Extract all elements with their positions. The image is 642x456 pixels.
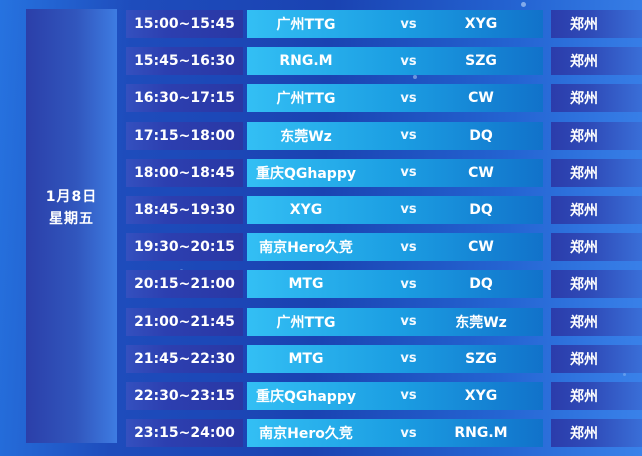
team1-name: RNG.M xyxy=(279,53,333,70)
vs-label: vs xyxy=(400,314,417,329)
location-cell: 郑州 xyxy=(551,233,642,262)
time-slot-cell: 17:15~18:00 xyxy=(126,121,243,150)
particle-dot xyxy=(623,373,626,376)
team2-name: XYG xyxy=(464,16,498,32)
team2-name: DQ xyxy=(469,276,493,293)
team2-name: SZG xyxy=(465,53,497,70)
team1-name: 南京Hero久竞 xyxy=(259,426,353,443)
vs-label: vs xyxy=(400,388,417,404)
team1-name: 广州TTG xyxy=(276,314,336,331)
match-cell: 重庆QGhappy vs XYG xyxy=(247,381,543,410)
team2-name: DQ xyxy=(469,201,493,218)
time-slot-cell: 18:00~18:45 xyxy=(126,158,243,187)
schedule-row: 21:00~21:45 广州TTG vs 东莞Wz 郑州 xyxy=(126,307,642,336)
location-cell: 郑州 xyxy=(551,344,642,373)
location-cell: 郑州 xyxy=(551,270,642,299)
vs-label: vs xyxy=(400,53,417,69)
date-column: 1月8日 星期五 xyxy=(26,9,117,443)
match-cell: 东莞Wz vs DQ xyxy=(247,121,543,150)
date-label: 1月8日 xyxy=(45,189,98,205)
match-cell: 重庆QGhappy vs CW xyxy=(247,158,543,187)
time-slot-cell: 21:45~22:30 xyxy=(126,344,243,373)
match-cell: XYG vs DQ xyxy=(247,195,543,224)
team2-name: CW xyxy=(468,90,494,107)
schedule-table: 15:00~15:45 广州TTG vs XYG 郑州 15:45~16:30 … xyxy=(126,10,642,448)
location-cell: 郑州 xyxy=(551,307,642,336)
team2-name: 东莞Wz xyxy=(455,314,507,331)
location-cell: 郑州 xyxy=(551,47,642,76)
schedule-row: 15:00~15:45 广州TTG vs XYG 郑州 xyxy=(126,10,642,38)
schedule-row: 15:45~16:30 RNG.M vs SZG 郑州 xyxy=(126,47,642,76)
team1-name: XYG xyxy=(289,201,323,218)
match-cell: MTG vs DQ xyxy=(247,270,543,299)
vs-label: vs xyxy=(400,276,417,292)
team1-name: MTG xyxy=(288,350,324,367)
team1-name: 重庆QGhappy xyxy=(256,388,356,405)
date-panel: 1月8日 星期五 xyxy=(46,186,97,230)
match-cell: 广州TTG vs XYG xyxy=(247,10,543,38)
location-cell: 郑州 xyxy=(551,419,642,448)
schedule-row: 17:15~18:00 东莞Wz vs DQ 郑州 xyxy=(126,121,642,150)
schedule-row: 22:30~23:15 重庆QGhappy vs XYG 郑州 xyxy=(126,381,642,410)
time-slot-cell: 20:15~21:00 xyxy=(126,270,243,299)
schedule-row: 21:45~22:30 MTG vs SZG 郑州 xyxy=(126,344,642,373)
vs-label: vs xyxy=(400,239,417,255)
team2-name: SZG xyxy=(465,350,497,367)
match-cell: RNG.M vs SZG xyxy=(247,47,543,76)
schedule-row: 18:45~19:30 XYG vs DQ 郑州 xyxy=(126,195,642,224)
time-slot-cell: 23:15~24:00 xyxy=(126,419,243,448)
match-cell: MTG vs SZG xyxy=(247,344,543,373)
time-slot-cell: 15:45~16:30 xyxy=(126,47,243,76)
location-cell: 郑州 xyxy=(551,121,642,150)
team2-name: CW xyxy=(468,164,494,181)
location-cell: 郑州 xyxy=(551,195,642,224)
team1-name: 广州TTG xyxy=(276,17,336,33)
match-cell: 南京Hero久竞 vs CW xyxy=(247,233,543,262)
time-slot-cell: 18:45~19:30 xyxy=(126,195,243,224)
time-slot-cell: 16:30~17:15 xyxy=(126,84,243,113)
team2-name: CW xyxy=(468,239,494,256)
vs-label: vs xyxy=(400,165,417,181)
vs-label: vs xyxy=(400,16,417,32)
time-slot-cell: 21:00~21:45 xyxy=(126,307,243,336)
time-slot-cell: 19:30~20:15 xyxy=(126,233,243,262)
schedule-row: 23:15~24:00 南京Hero久竞 vs RNG.M 郑州 xyxy=(126,419,642,448)
location-cell: 郑州 xyxy=(551,84,642,113)
vs-label: vs xyxy=(400,202,417,218)
particle-dot xyxy=(413,75,417,79)
team1-name: 东莞Wz xyxy=(280,128,332,145)
team2-name: DQ xyxy=(469,127,493,144)
team2-name: XYG xyxy=(464,387,498,404)
vs-label: vs xyxy=(400,90,417,106)
vs-label: vs xyxy=(400,128,417,144)
team1-name: 广州TTG xyxy=(276,91,336,108)
vs-label: vs xyxy=(400,351,417,367)
weekday-label: 星期五 xyxy=(48,211,94,227)
match-cell: 广州TTG vs 东莞Wz xyxy=(247,307,543,336)
vs-label: vs xyxy=(400,425,417,441)
team1-name: MTG xyxy=(288,276,324,293)
time-slot-cell: 22:30~23:15 xyxy=(126,381,243,410)
schedule-row: 18:00~18:45 重庆QGhappy vs CW 郑州 xyxy=(126,158,642,187)
schedule-row: 20:15~21:00 MTG vs DQ 郑州 xyxy=(126,270,642,299)
schedule-row: 16:30~17:15 广州TTG vs CW 郑州 xyxy=(126,84,642,113)
particle-dot xyxy=(521,2,526,7)
location-cell: 郑州 xyxy=(551,158,642,187)
team1-name: 南京Hero久竞 xyxy=(259,240,353,257)
team1-name: 重庆QGhappy xyxy=(256,165,356,182)
location-cell: 郑州 xyxy=(551,10,642,38)
team2-name: RNG.M xyxy=(454,425,508,442)
match-cell: 广州TTG vs CW xyxy=(247,84,543,113)
location-cell: 郑州 xyxy=(551,381,642,410)
time-slot-cell: 15:00~15:45 xyxy=(126,10,243,38)
match-cell: 南京Hero久竞 vs RNG.M xyxy=(247,419,543,448)
schedule-row: 19:30~20:15 南京Hero久竞 vs CW 郑州 xyxy=(126,233,642,262)
